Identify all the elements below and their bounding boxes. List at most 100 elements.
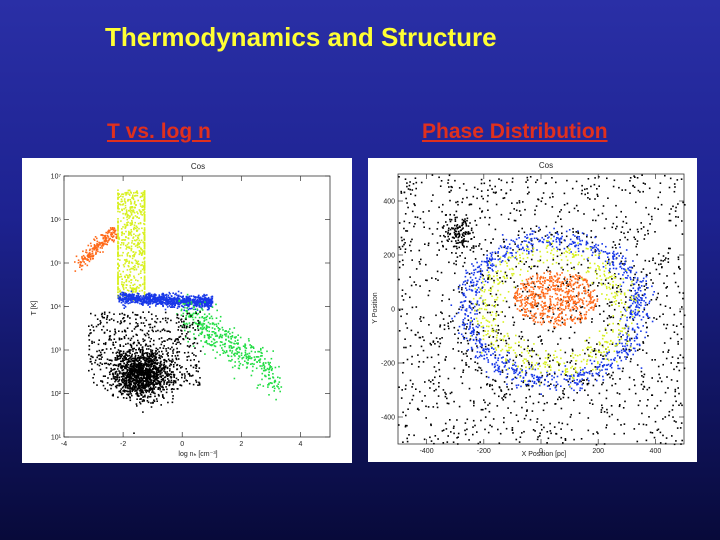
y-tick-label: 10⁵ [50, 261, 61, 268]
data-point [124, 302, 126, 304]
data-point [162, 386, 164, 389]
data-point [95, 325, 98, 328]
data-point [162, 374, 164, 377]
data-point [83, 261, 85, 263]
data-point [515, 438, 518, 441]
data-point [131, 219, 133, 222]
data-point [98, 339, 100, 341]
data-point [131, 242, 133, 244]
data-point [216, 309, 218, 312]
data-point [653, 436, 656, 439]
data-point [102, 316, 104, 319]
data-point [131, 365, 134, 368]
data-point [106, 315, 109, 317]
data-point [139, 351, 142, 354]
data-point [138, 217, 140, 219]
data-point [140, 277, 142, 279]
data-point [203, 323, 206, 325]
data-point [512, 316, 514, 319]
data-point [190, 303, 193, 305]
data-point [115, 386, 118, 389]
data-point [612, 241, 615, 243]
data-point [557, 215, 559, 218]
data-point [132, 295, 135, 297]
data-point [148, 381, 150, 383]
data-point [145, 357, 147, 359]
data-point [143, 288, 146, 290]
data-point [250, 346, 253, 348]
data-point [171, 295, 173, 298]
data-point [198, 294, 200, 297]
data-point [219, 354, 221, 356]
data-point [227, 354, 229, 357]
data-point [179, 302, 182, 305]
data-point [106, 389, 109, 392]
data-point [157, 388, 159, 390]
data-point [148, 361, 150, 364]
data-point [230, 336, 232, 338]
data-point [156, 373, 158, 375]
data-point [221, 347, 223, 349]
data-point [141, 289, 143, 292]
data-point [253, 363, 255, 365]
data-point [498, 329, 500, 331]
data-point [454, 272, 456, 275]
data-point [119, 293, 122, 296]
data-point [117, 368, 119, 370]
data-point [137, 241, 139, 244]
data-point [123, 208, 125, 210]
data-point [115, 379, 117, 382]
data-point [468, 439, 470, 441]
data-point [429, 381, 432, 383]
data-point [398, 424, 400, 426]
data-point [450, 431, 452, 433]
data-point [177, 354, 179, 357]
data-point [117, 249, 119, 251]
data-point [577, 232, 580, 234]
data-point [465, 362, 467, 364]
data-point [133, 224, 136, 226]
data-point [192, 327, 194, 329]
data-point [676, 179, 679, 181]
data-point [164, 359, 166, 362]
data-point [428, 379, 430, 382]
data-point [122, 242, 125, 244]
data-point [123, 362, 125, 365]
data-point [117, 202, 119, 204]
data-point [100, 234, 102, 236]
data-point [268, 377, 270, 380]
data-point [201, 300, 204, 303]
data-point [194, 337, 197, 340]
data-point [587, 382, 590, 385]
data-point [575, 371, 577, 374]
data-point [633, 331, 636, 333]
data-point [144, 395, 146, 398]
data-point [133, 347, 135, 350]
data-point [227, 336, 230, 339]
data-point [228, 345, 231, 347]
data-point [664, 305, 667, 307]
data-point [122, 300, 125, 303]
data-point [625, 348, 628, 351]
data-point [137, 263, 140, 266]
data-point [123, 265, 126, 268]
data-point [94, 359, 97, 362]
data-point [117, 288, 119, 290]
data-point [96, 350, 98, 353]
data-point [676, 427, 679, 429]
data-point [100, 313, 103, 316]
data-point [515, 209, 518, 212]
data-point [129, 268, 131, 271]
data-point [225, 330, 227, 332]
data-point [483, 182, 486, 185]
data-point [88, 334, 90, 337]
data-point [666, 376, 668, 378]
data-point [472, 245, 475, 247]
data-point [121, 357, 124, 360]
data-point [114, 364, 117, 366]
data-point [126, 222, 128, 224]
data-point [145, 297, 147, 300]
data-point [114, 230, 116, 232]
data-point [506, 354, 508, 357]
data-point [127, 265, 130, 267]
